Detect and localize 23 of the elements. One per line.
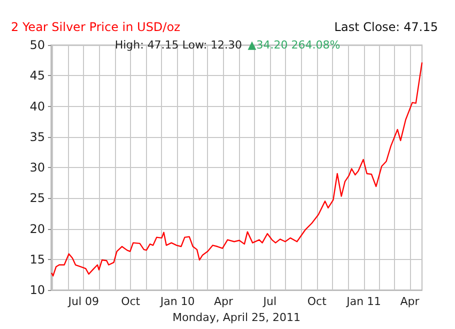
y-tick-label: 10 (30, 283, 45, 297)
annotation: ▲34.20 264.08% (248, 38, 340, 52)
y-tick-label: 35 (30, 130, 45, 144)
x-tick-label: Jan 11 (346, 295, 382, 308)
x-tick-label: Apr (214, 295, 234, 308)
y-tick-label: 25 (30, 191, 45, 206)
y-tick-label: 30 (30, 160, 45, 174)
chart-subtitle: High: 47.15 Low: 12.30 (114, 38, 242, 52)
y-tick-label: 45 (30, 68, 45, 83)
x-axis-title: Monday, April 25, 2011 (172, 310, 301, 324)
y-tick-label: 40 (30, 99, 45, 114)
x-tick-label: Oct (121, 295, 141, 308)
x-tick-label: Apr (400, 295, 420, 308)
x-tick-label: Jan 10 (159, 295, 195, 308)
y-tick-label: 50 (30, 38, 45, 52)
text: Last Close: 47.15 (334, 20, 438, 34)
x-tick-label: Oct (307, 295, 328, 308)
x-tick-label: Jul 09 (67, 295, 100, 308)
chart-title: 2 Year Silver Price in USD/oz (11, 20, 180, 34)
line-series (50, 62, 423, 277)
y-tick-label: 15 (30, 252, 45, 266)
x-tick-label: Jul (262, 295, 277, 308)
y-tick-label: 20 (30, 222, 45, 236)
